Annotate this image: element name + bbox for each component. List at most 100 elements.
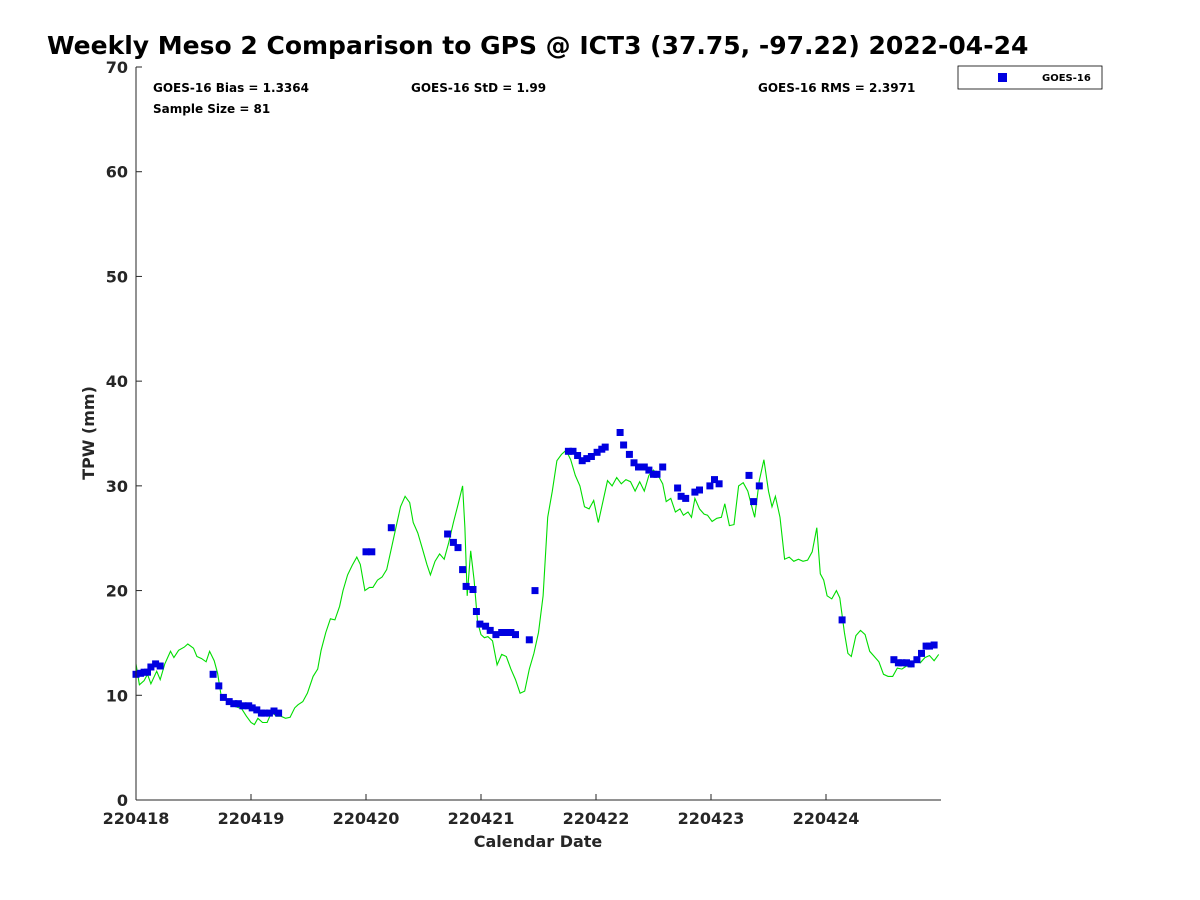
goes-point-29 (462, 582, 470, 590)
goes-point-7 (209, 670, 217, 678)
goes-point-21 (275, 709, 283, 717)
goes-point-75 (898, 659, 906, 667)
goes-point-67 (711, 476, 718, 484)
goes-point-25 (444, 530, 452, 538)
goes-point-82 (930, 641, 938, 649)
plot-area (132, 429, 940, 726)
stats-block: GOES-16 Bias = 1.3364 GOES-16 StD = 1.99… (153, 81, 915, 116)
goes-point-70 (750, 498, 758, 506)
goes-point-8 (215, 682, 223, 690)
goes-point-38 (507, 629, 515, 636)
goes-point-68 (715, 480, 723, 488)
goes-point-10 (225, 698, 233, 706)
goes-point-51 (616, 429, 624, 436)
stat-sample-size: Sample Size = 81 (153, 102, 270, 116)
y-tick-label-2: 20 (106, 582, 128, 601)
goes-point-81 (926, 642, 933, 650)
goes-point-47 (587, 453, 595, 460)
goes-point-54 (630, 459, 638, 467)
goes-point-9 (219, 693, 227, 701)
goes-point-15 (248, 704, 256, 712)
goes-point-44 (574, 452, 582, 459)
goes-point-16 (253, 706, 261, 714)
goes-point-23 (368, 548, 376, 556)
goes-point-76 (903, 659, 910, 667)
goes-point-3 (144, 668, 151, 676)
goes-point-11 (230, 700, 238, 708)
goes-point-73 (890, 656, 898, 664)
stat-bias: GOES-16 Bias = 1.3364 (153, 81, 309, 95)
stat-std: GOES-16 StD = 1.99 (411, 81, 546, 95)
x-tick-label-3: 220421 (448, 809, 515, 828)
y-tick-label-0: 0 (117, 791, 128, 810)
goes-point-27 (454, 544, 462, 552)
goes-point-52 (620, 441, 628, 449)
y-tick-label-4: 40 (106, 372, 128, 391)
goes-point-61 (674, 484, 682, 492)
goes-point-69 (745, 471, 753, 479)
goes-point-6 (156, 662, 164, 670)
goes-point-55 (635, 463, 642, 471)
goes-point-62 (677, 492, 685, 500)
x-tick-label-2: 220420 (333, 809, 400, 828)
goes-point-12 (234, 700, 242, 708)
goes-point-77 (907, 660, 915, 668)
goes-point-66 (706, 482, 714, 490)
x-tick-label-1: 220419 (218, 809, 285, 828)
x-ticks: 220418 220419 220420 220421 220422 220423 2204… (103, 794, 860, 828)
legend-marker (998, 73, 1007, 82)
goes-point-26 (449, 538, 457, 546)
y-tick-label-7: 70 (106, 58, 128, 77)
y-axis-label: TPW (mm) (79, 386, 98, 480)
goes-point-24 (387, 524, 395, 532)
goes-point-33 (482, 622, 490, 630)
goes-point-19 (265, 709, 273, 717)
y-ticks: 0 10 20 30 40 50 60 70 (106, 58, 142, 810)
goes-point-71 (755, 482, 763, 490)
y-tick-label-5: 50 (106, 267, 128, 286)
goes-point-57 (645, 466, 653, 474)
goes-point-4 (147, 663, 155, 671)
goes-point-43 (569, 447, 577, 455)
x-tick-label-4: 220422 (563, 809, 630, 828)
goes-point-78 (913, 656, 921, 664)
goes-point-56 (640, 463, 648, 471)
x-tick-label-6: 220424 (793, 809, 860, 828)
y-tick-label-3: 30 (106, 477, 128, 496)
x-tick-label-5: 220423 (678, 809, 745, 828)
goes-point-59 (653, 470, 661, 478)
goes-point-41 (531, 587, 539, 595)
axes: 220418 220419 220420 220421 220422 220423 2204… (103, 58, 941, 828)
goes-point-42 (564, 447, 572, 455)
goes-point-28 (459, 566, 467, 574)
goes-point-46 (583, 455, 591, 463)
y-tick-label-1: 10 (106, 686, 128, 705)
goes-point-64 (691, 488, 699, 496)
point-layer (132, 429, 938, 717)
goes-point-31 (472, 608, 480, 615)
goes-point-39 (512, 631, 519, 639)
goes-point-13 (239, 702, 247, 710)
goes-point-40 (525, 636, 533, 644)
x-axis-label: Calendar Date (474, 832, 603, 851)
chart-title: Weekly Meso 2 Comparison to GPS @ ICT3 (… (47, 31, 1028, 60)
x-tick-label-0: 220418 (103, 809, 170, 828)
goes-point-72 (838, 616, 846, 624)
goes-point-60 (659, 463, 667, 471)
goes-point-63 (682, 494, 690, 502)
goes-point-65 (696, 486, 703, 494)
goes-point-37 (502, 629, 510, 636)
legend: GOES-16 (957, 65, 1103, 90)
goes-point-18 (261, 709, 269, 717)
goes-point-36 (498, 629, 506, 636)
goes-point-48 (593, 448, 601, 456)
goes-point-79 (918, 649, 925, 657)
goes-point-22 (362, 548, 370, 556)
goes-point-50 (601, 443, 609, 451)
goes-point-34 (486, 626, 494, 634)
goes-point-30 (469, 586, 477, 593)
legend-label: GOES-16 (1042, 73, 1091, 84)
goes-point-45 (578, 457, 586, 465)
goes-point-35 (492, 631, 500, 639)
